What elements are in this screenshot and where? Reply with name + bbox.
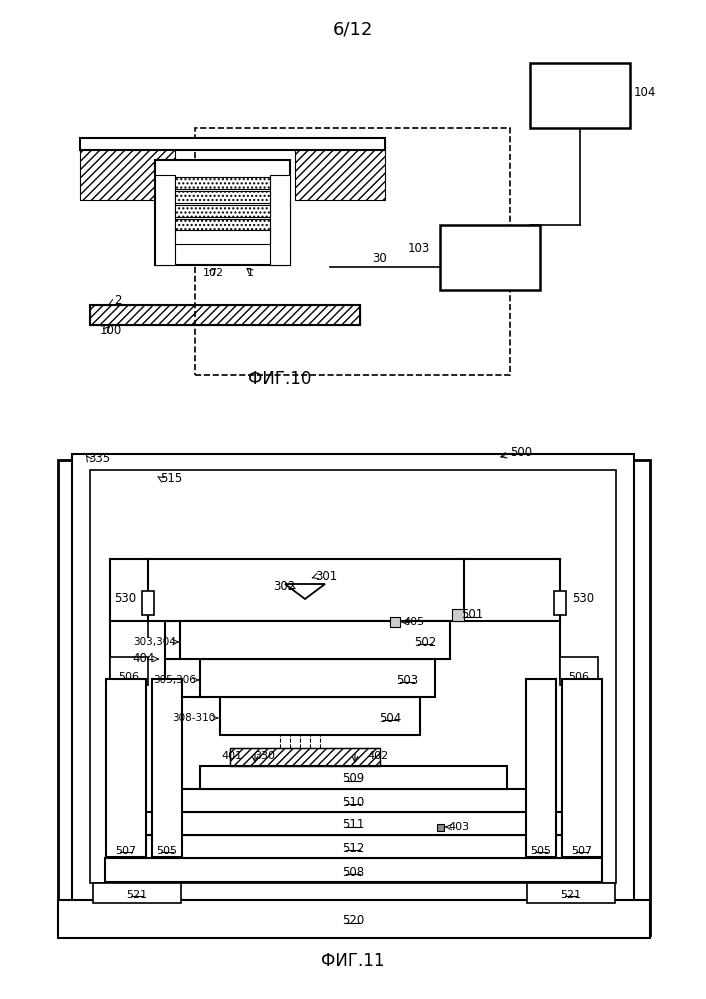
Text: 521: 521 [561,890,582,900]
Bar [106,679,146,857]
Bar [155,160,290,265]
Bar [148,559,464,621]
Text: 302: 302 [273,579,295,592]
Bar [93,883,181,903]
Text: 515: 515 [160,473,182,486]
Text: 520: 520 [342,914,364,927]
Bar [145,812,562,835]
Bar [195,128,510,375]
Text: 308-310: 308-310 [172,713,215,723]
Text: 508: 508 [342,865,364,878]
Bar [200,659,435,697]
Bar [437,824,444,831]
Text: 509: 509 [342,772,364,785]
Text: 303,304: 303,304 [133,637,176,647]
Text: 503: 503 [396,673,418,686]
Bar [526,679,556,857]
Text: 512: 512 [342,841,364,854]
Text: 30: 30 [373,253,388,266]
Text: 2: 2 [114,295,121,308]
Text: 505: 505 [530,846,551,856]
Text: 501: 501 [461,608,483,621]
Text: ФИГ.10: ФИГ.10 [249,370,311,388]
Text: 506: 506 [119,672,140,682]
Text: 502: 502 [414,635,436,648]
Text: 507: 507 [571,846,592,856]
Bar [440,225,540,290]
Text: 401: 401 [222,751,243,761]
Bar [220,697,420,735]
Bar [142,591,154,615]
Text: 530: 530 [572,592,594,605]
Bar [175,177,270,189]
Bar [110,657,148,685]
Bar [105,858,602,882]
Bar [175,205,270,217]
Bar [554,591,566,615]
Bar [175,230,270,244]
Bar [58,460,650,935]
Text: 500: 500 [510,446,532,459]
Text: 530: 530 [114,592,136,605]
Bar [152,679,182,857]
Text: ФИГ.11: ФИГ.11 [321,952,385,970]
Text: 404: 404 [133,652,155,665]
Text: 510: 510 [342,795,364,808]
Text: 6/12: 6/12 [333,20,373,38]
Bar [180,621,450,659]
Bar [90,305,360,325]
Text: 335: 335 [88,453,110,466]
Bar [80,140,175,200]
Bar [122,835,584,858]
Bar [200,766,507,789]
Bar [80,138,385,150]
Text: 102: 102 [203,268,224,278]
Text: 504: 504 [379,711,401,724]
Bar [390,617,400,627]
Text: 507: 507 [116,846,136,856]
Bar [155,175,175,265]
Bar [175,219,270,231]
Bar [270,175,290,265]
Bar [230,748,380,766]
Text: 330: 330 [254,751,275,761]
Bar [295,140,385,200]
Bar [175,191,270,203]
Text: 305,306: 305,306 [153,675,196,685]
Text: 1: 1 [246,268,253,278]
Bar [72,454,634,902]
Text: 104: 104 [634,87,657,100]
Bar [172,789,535,812]
Bar [452,609,464,621]
Text: 511: 511 [342,818,364,831]
Text: 301: 301 [315,569,337,582]
Bar [90,305,360,325]
Bar [562,679,602,857]
Bar [230,748,380,766]
Bar [530,63,630,128]
Text: 100: 100 [100,325,122,338]
Text: 506: 506 [568,672,590,682]
Text: 402: 402 [367,751,388,761]
Text: 103: 103 [408,243,430,256]
Text: 403: 403 [448,822,469,832]
Bar [90,470,616,883]
Bar [58,900,650,938]
Bar [560,657,598,685]
Text: 405: 405 [403,617,424,627]
Text: 521: 521 [126,890,148,900]
Bar [527,883,615,903]
Text: 505: 505 [157,846,177,856]
